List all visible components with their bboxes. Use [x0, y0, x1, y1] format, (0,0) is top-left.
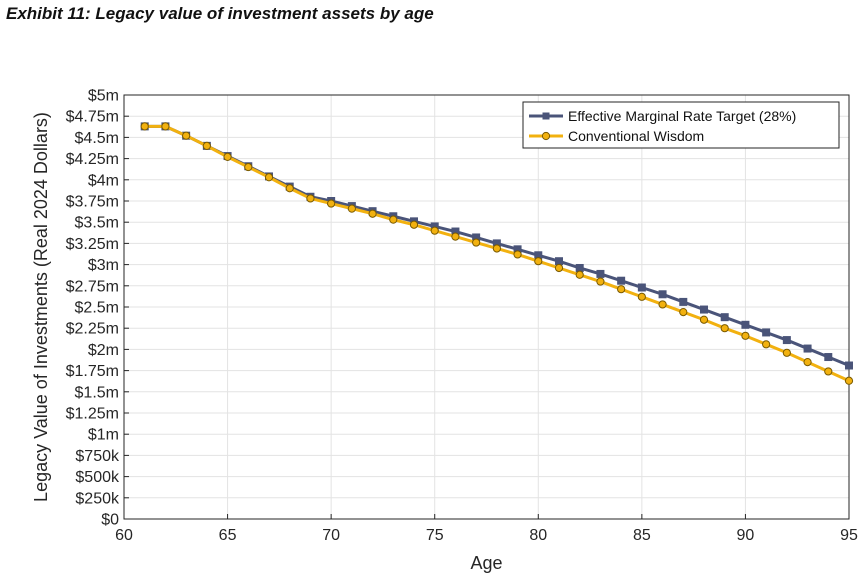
data-point: [140, 122, 149, 131]
data-point: [596, 277, 605, 286]
data-point: [617, 285, 626, 294]
data-point: [824, 353, 833, 362]
y-tick-label: $5m: [88, 88, 119, 105]
y-tick-label: $4.75m: [66, 109, 119, 126]
data-point: [658, 290, 667, 299]
y-tick-label: $2m: [88, 342, 119, 359]
legend-item: Conventional Wisdom: [529, 128, 704, 144]
data-point: [389, 215, 398, 224]
y-tick-label: $3.75m: [66, 194, 119, 211]
y-tick-label: $0: [101, 512, 119, 529]
data-point: [782, 336, 791, 345]
data-point: [699, 315, 709, 324]
y-axis-title: Legacy Value of Investments (Real 2024 D…: [31, 112, 51, 502]
data-point: [347, 204, 356, 213]
data-point: [596, 269, 605, 278]
y-tick-label: $4.5m: [75, 130, 119, 147]
data-point: [658, 300, 667, 309]
y-tick-label: $3.5m: [75, 215, 119, 232]
data-point: [700, 305, 708, 314]
y-tick-label: $4m: [88, 172, 119, 189]
data-point: [679, 297, 688, 306]
data-point: [161, 122, 170, 131]
data-point: [430, 226, 439, 235]
legend-label: Conventional Wisdom: [568, 128, 704, 144]
y-axis-ticks: $0 $250k $500k $750k $1m $1.25m $1.5m $1.75m $2m…: [66, 88, 129, 529]
x-tick-label: 60: [115, 527, 133, 544]
data-point: [306, 194, 315, 203]
data-point: [844, 376, 854, 385]
y-tick-label: $2.5m: [75, 300, 119, 317]
data-point: [575, 263, 584, 272]
y-tick-label: $500k: [75, 469, 120, 486]
data-point: [720, 313, 729, 322]
data-point: [803, 358, 812, 367]
data-point: [327, 199, 336, 208]
data-point: [617, 276, 626, 285]
legend-box: [522, 101, 840, 149]
data-point: [264, 173, 274, 182]
x-tick-label: 80: [529, 527, 547, 544]
y-tick-label: $3m: [88, 257, 119, 274]
legend-swatch-marker: [542, 112, 550, 120]
y-tick-label: $2.25m: [66, 321, 119, 338]
data-point: [679, 307, 688, 317]
legend-swatch-marker: [541, 131, 551, 141]
data-point: [824, 367, 833, 376]
x-axis-title: Age: [470, 553, 502, 573]
data-point: [202, 141, 211, 150]
y-tick-label: $750k: [75, 448, 120, 465]
x-tick-label: 65: [219, 527, 237, 544]
data-point: [762, 328, 771, 337]
legend: Effective Marginal Rate Target (28%) Conv…: [522, 101, 840, 149]
data-point: [741, 331, 750, 340]
data-point: [492, 244, 501, 253]
exhibit-title: Exhibit 11: Legacy value of investment a…: [6, 4, 434, 23]
y-tick-label: $1.25m: [66, 406, 119, 423]
series-2: [140, 122, 854, 385]
data-point: [472, 238, 481, 247]
data-point: [182, 131, 191, 140]
data-point: [575, 270, 584, 279]
data-point: [451, 232, 460, 241]
data-point: [244, 162, 253, 172]
data-point: [223, 152, 232, 162]
data-point: [534, 257, 543, 266]
legend-label: Effective Marginal Rate Target (28%): [568, 108, 796, 124]
data-point: [513, 250, 522, 259]
data-point: [637, 283, 646, 292]
y-tick-label: $3.25m: [66, 236, 119, 253]
data-point: [720, 324, 729, 333]
data-point: [762, 340, 771, 349]
data-point: [845, 361, 853, 370]
data-point: [409, 220, 419, 229]
data-point: [554, 263, 564, 273]
legend-item: Effective Marginal Rate Target (28%): [529, 108, 796, 124]
y-tick-label: $1.75m: [66, 363, 119, 380]
y-tick-label: $2.75m: [66, 278, 119, 295]
data-point: [782, 348, 791, 357]
x-tick-label: 90: [737, 527, 755, 544]
x-tick-label: 70: [322, 527, 340, 544]
data-point: [637, 292, 646, 301]
x-tick-label: 75: [426, 527, 444, 544]
x-tick-label: 95: [840, 527, 858, 544]
y-tick-label: $1m: [88, 427, 119, 444]
y-tick-label: $250k: [75, 490, 120, 507]
series-layer: [140, 122, 854, 385]
data-point: [368, 209, 377, 218]
data-point: [741, 320, 750, 329]
y-tick-label: $4.25m: [66, 151, 119, 168]
x-tick-label: 85: [633, 527, 651, 544]
data-point: [285, 184, 294, 193]
data-point: [803, 344, 812, 353]
data-point: [555, 257, 563, 266]
x-axis-ticks: 60 65 70 75 80 85 90 95: [115, 514, 858, 544]
y-tick-label: $1.5m: [75, 384, 119, 401]
